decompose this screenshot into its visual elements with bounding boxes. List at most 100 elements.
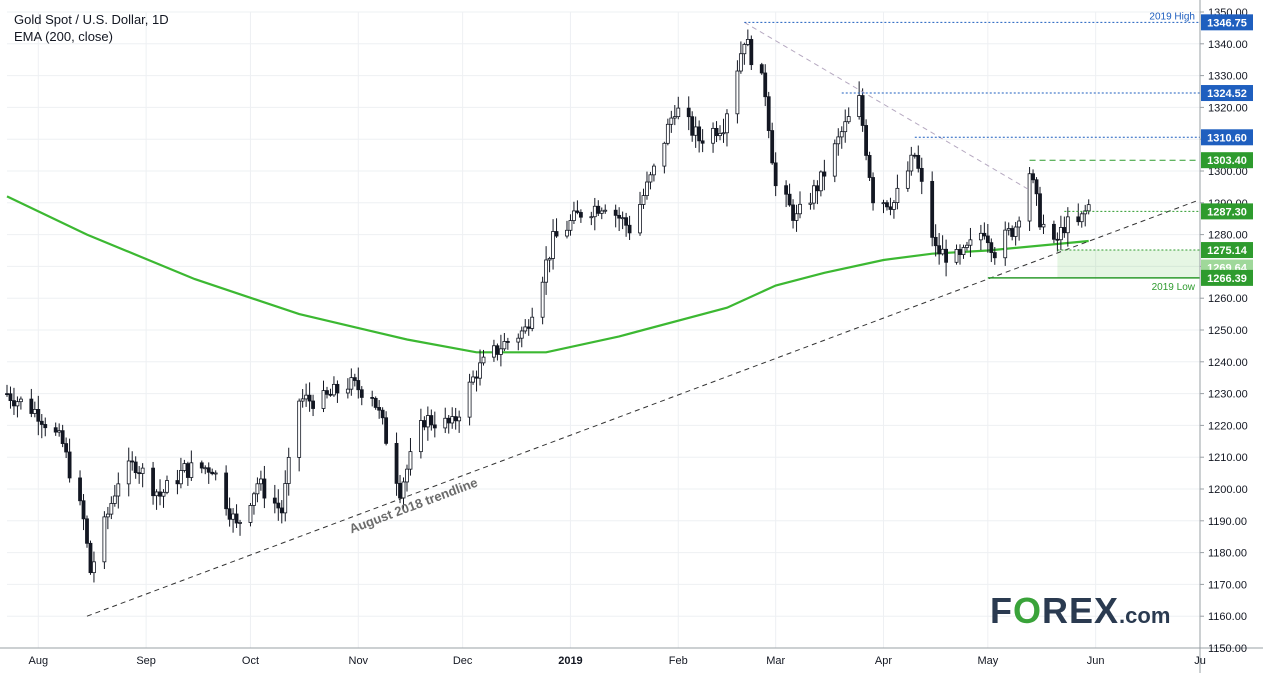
candle-body	[224, 472, 229, 510]
candle-body	[8, 393, 13, 402]
candle-body	[126, 460, 131, 485]
candle-body	[603, 209, 608, 212]
candle-body	[944, 248, 948, 263]
candle-body	[29, 398, 34, 414]
candle-body	[259, 478, 263, 485]
candle-body	[481, 356, 486, 364]
candle-body	[930, 180, 935, 238]
y-tick-label: 1190.00	[1208, 516, 1247, 528]
candle-body	[721, 132, 726, 135]
candle-body	[206, 467, 211, 473]
candle-body	[88, 542, 93, 574]
candle-body	[526, 326, 531, 329]
candle-body	[453, 416, 458, 422]
candle-body	[1055, 238, 1060, 241]
candle-body	[498, 348, 503, 355]
ema-200-line	[6, 195, 1089, 354]
candle-body	[405, 468, 409, 483]
candle-body	[749, 39, 754, 66]
candle-body	[839, 131, 844, 138]
candle-body	[895, 187, 900, 204]
candle-body	[864, 125, 868, 156]
y-tick-label: 1220.00	[1208, 420, 1248, 432]
chart-header: Gold Spot / U.S. Dollar, 1D EMA (200, cl…	[14, 11, 169, 45]
trendline	[86, 199, 1201, 617]
candle-body	[432, 424, 437, 429]
candle-body	[199, 462, 204, 469]
candle-body	[227, 508, 232, 520]
candle-body	[1017, 220, 1022, 228]
candle-body	[505, 341, 510, 343]
candle-body	[784, 185, 789, 195]
candle-body	[328, 393, 333, 396]
candle-body	[808, 202, 813, 205]
candle-body	[686, 107, 691, 118]
candle-body	[665, 123, 670, 144]
candle-body	[182, 463, 187, 471]
candle-body	[937, 245, 942, 255]
candle-body	[540, 281, 545, 318]
candle-body	[19, 398, 23, 403]
candle-body	[718, 132, 722, 137]
candle-body	[565, 229, 569, 237]
candle-body	[283, 483, 288, 514]
x-tick-label: Aug	[29, 655, 49, 667]
x-tick-label: Jun	[1087, 655, 1105, 667]
candle-body	[39, 420, 44, 425]
forex-logo: FOREX.com	[990, 590, 1170, 632]
candle-body	[345, 388, 350, 394]
candle-body	[1062, 227, 1067, 234]
candle-body	[446, 417, 451, 424]
candle-body	[429, 415, 434, 426]
chart-title: Gold Spot / U.S. Dollar, 1D	[14, 12, 169, 27]
candle-body	[989, 242, 994, 253]
candle-body	[304, 394, 309, 400]
candle-body	[738, 53, 743, 72]
candle-body	[770, 130, 775, 164]
candle-body	[982, 232, 987, 237]
y-tick-label: 1230.00	[1208, 389, 1248, 401]
price-badge	[1201, 129, 1253, 146]
candle-body	[523, 326, 528, 332]
candle-body	[568, 220, 573, 231]
candle-body	[203, 467, 208, 470]
candle-body	[161, 491, 166, 497]
candle-body	[43, 424, 48, 429]
candle-body	[252, 493, 256, 506]
x-tick-label: Apr	[875, 655, 892, 667]
candle-body	[474, 376, 479, 379]
candle-body	[711, 127, 715, 144]
candle-body	[109, 503, 114, 515]
candle-body	[871, 177, 875, 204]
candle-body	[370, 397, 375, 399]
candle-body	[575, 210, 580, 213]
x-tick-label: Ju	[1194, 655, 1206, 667]
y-tick-label: 1150.00	[1208, 643, 1247, 655]
candle-body	[467, 381, 472, 418]
candles	[5, 29, 1091, 583]
price-badge	[1201, 85, 1253, 102]
candle-body	[1076, 216, 1081, 223]
candle-body	[78, 477, 82, 502]
candle-body	[985, 235, 990, 244]
candle-body	[502, 341, 507, 350]
support-zone	[1057, 250, 1200, 278]
candle-body	[547, 258, 552, 261]
candle-body	[81, 500, 86, 520]
y-tick-label: 1280.00	[1208, 230, 1248, 242]
candle-body	[130, 460, 135, 463]
candle-body	[958, 249, 962, 255]
price-badge-label: 1310.60	[1207, 132, 1247, 144]
trendline-label: August 2018 trendline	[347, 475, 479, 537]
candle-body	[676, 107, 681, 118]
candle-body	[137, 472, 142, 475]
candle-body	[151, 467, 155, 497]
candle-body	[401, 481, 406, 499]
candle-body	[471, 376, 475, 383]
y-tick-label: 1170.00	[1208, 579, 1247, 591]
candle-body	[735, 70, 740, 115]
candle-body	[377, 407, 382, 411]
candle-body	[380, 409, 385, 419]
